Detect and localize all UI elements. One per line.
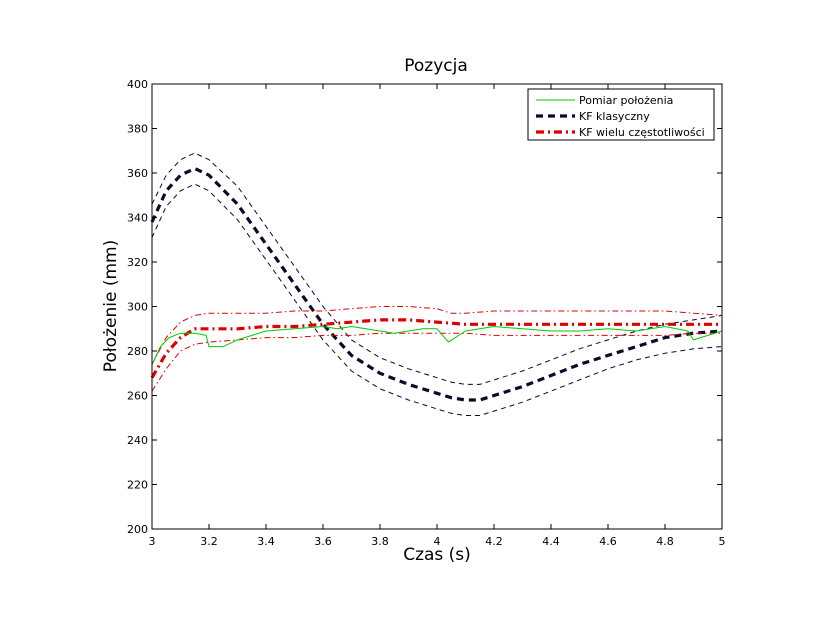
legend-label-kf-klasyczny: KF klasyczny — [579, 110, 650, 123]
x-tick-label: 4.2 — [485, 535, 503, 548]
x-tick-label: 5 — [719, 535, 726, 548]
x-tick-label: 3.8 — [371, 535, 389, 548]
series-line-kf-wielu-czestotliwosci-lower — [151, 332, 722, 392]
y-tick-label: 360 — [127, 167, 148, 180]
legend-label-pomiar-polozenia: Pomiar położenia — [579, 94, 673, 107]
x-tick-label: 3.2 — [200, 535, 218, 548]
y-tick-label: 380 — [127, 123, 148, 136]
y-tick-label: 300 — [127, 301, 148, 314]
legend: Pomiar położenia KF klasyczny KF wielu czę… — [527, 88, 715, 141]
y-tick-label: 220 — [127, 479, 148, 492]
x-tick-label: 4.8 — [656, 535, 674, 548]
y-tick-label: 320 — [127, 256, 148, 269]
y-axis: 200 220 240 260 280 300 320 340 360 380 400 — [127, 78, 722, 536]
plot-series — [150, 152, 723, 416]
x-tick-label: 4.6 — [599, 535, 617, 548]
y-tick-label: 280 — [127, 345, 148, 358]
y-tick-label: 340 — [127, 212, 148, 225]
series-line-kf-wielu-czestotliwosci-upper — [151, 306, 723, 365]
series-line-kf-klasyczny-upper — [151, 152, 723, 385]
y-tick-label: 260 — [127, 390, 148, 403]
y-tick-label: 240 — [127, 434, 148, 447]
x-tick-label: 4 — [434, 535, 441, 548]
x-tick-label: 3 — [149, 535, 156, 548]
series-line-pomiar-polozenia — [151, 326, 723, 365]
x-tick-label: 4.4 — [542, 535, 560, 548]
chart-title: Pozycja — [404, 56, 468, 76]
legend-label-kf-wielu-czestotliwosci: KF wielu częstotliwości — [579, 126, 705, 139]
y-tick-label: 200 — [127, 523, 148, 536]
y-tick-label: 400 — [127, 78, 148, 91]
x-axis-label: Czas (s) — [403, 545, 471, 565]
y-axis-label: Położenie (mm) — [101, 240, 121, 372]
series-line-kf-klasyczny — [150, 166, 723, 402]
series-line-kf-wielu-czestotliwosci — [150, 318, 722, 379]
x-axis: 3 3.2 3.4 3.6 3.8 4 4.2 4.4 4.6 4.8 5 — [149, 84, 726, 548]
legend-items: Pomiar położenia KF klasyczny KF wielu czę… — [536, 94, 705, 139]
x-tick-label: 3.6 — [314, 535, 332, 548]
x-tick-label: 3.4 — [257, 535, 275, 548]
